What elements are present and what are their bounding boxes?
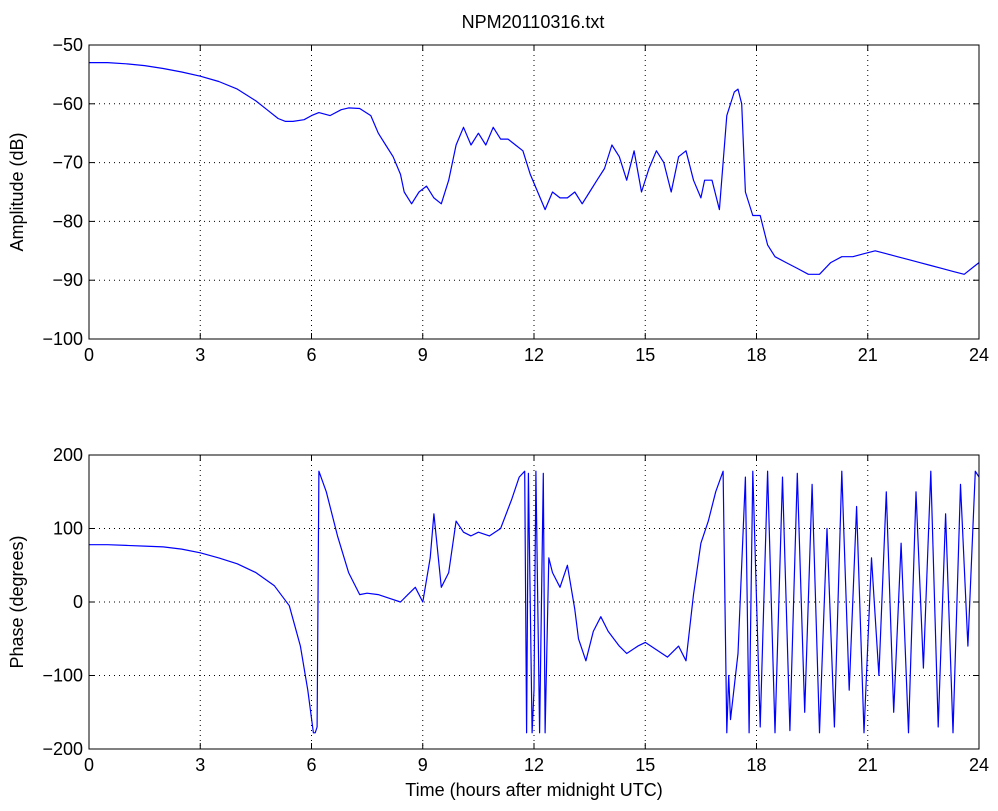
phase-y-tick-label: 100 (53, 519, 83, 539)
amplitude-x-tick-label: 0 (84, 345, 94, 365)
phase-x-tick-label: 18 (746, 755, 766, 775)
phase-x-tick-label: 0 (84, 755, 94, 775)
phase-x-tick-label: 3 (195, 755, 205, 775)
phase-x-tick-label: 24 (969, 755, 989, 775)
phase-x-tick-label: 21 (858, 755, 878, 775)
phase-plot: 0 3 6 9 12 15 18 21 24 200 100 0 −100 −200 Phase (degr… (7, 445, 989, 800)
amplitude-x-tick-label: 15 (635, 345, 655, 365)
amplitude-x-tick-label: 6 (306, 345, 316, 365)
amplitude-y-tick-label: −50 (52, 35, 83, 55)
amplitude-y-tick-label: −80 (52, 211, 83, 231)
amplitude-plot: 0 3 6 9 12 15 18 21 24 −50 −60 −70 −80 −90 −100 Amplitu… (7, 35, 989, 365)
amplitude-y-tick-label: −60 (52, 94, 83, 114)
amplitude-series-line (89, 62, 980, 275)
phase-series-line (89, 470, 980, 734)
phase-y-tick-label: −100 (42, 666, 83, 686)
amplitude-plot-area (89, 45, 979, 339)
phase-x-tick-label: 6 (306, 755, 316, 775)
phase-axes-frame (88, 454, 980, 750)
amplitude-y-tick-label: −70 (52, 153, 83, 173)
amplitude-x-tick-label: 18 (746, 345, 766, 365)
amplitude-y-axis-label: Amplitude (dB) (7, 132, 27, 251)
phase-y-tick-label: −200 (42, 739, 83, 759)
phase-y-axis-label: Phase (degrees) (7, 535, 27, 668)
amplitude-x-tick-label: 21 (858, 345, 878, 365)
chart-title: NPM20110316.txt (462, 12, 605, 32)
phase-x-tick-label: 9 (418, 755, 428, 775)
phase-y-tick-label: 200 (53, 445, 83, 465)
phase-x-tick-label: 15 (635, 755, 655, 775)
phase-x-axis-label: Time (hours after midnight UTC) (405, 780, 662, 800)
phase-y-tick-label: 0 (73, 592, 83, 612)
amplitude-y-tick-label: −90 (52, 270, 83, 290)
amplitude-x-tick-label: 12 (524, 345, 544, 365)
amplitude-y-tick-label: −100 (42, 329, 83, 349)
amplitude-x-tick-label: 24 (969, 345, 989, 365)
amplitude-axes-frame (88, 44, 980, 340)
amplitude-x-tick-label: 3 (195, 345, 205, 365)
phase-x-tick-label: 12 (524, 755, 544, 775)
amplitude-x-tick-label: 9 (418, 345, 428, 365)
